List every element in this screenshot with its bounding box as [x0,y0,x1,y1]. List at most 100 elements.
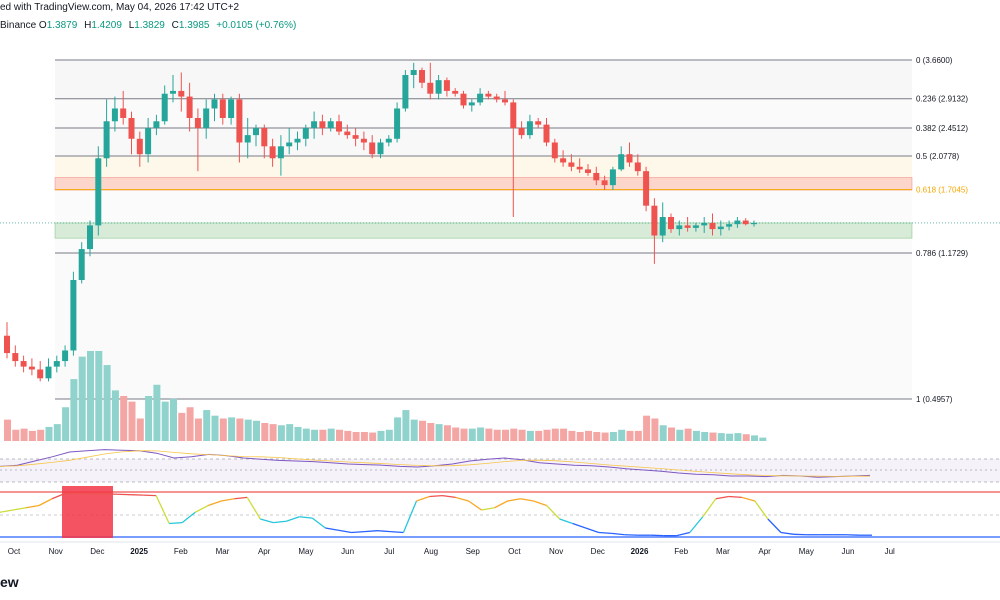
volume-bar [502,430,509,441]
x-axis-tick-label: Dec [591,547,605,556]
candle-body [552,142,558,158]
volume-bar [29,431,36,441]
volume-bar [54,424,61,441]
candle-body [436,80,442,94]
x-axis-tick-label: Nov [49,547,63,556]
volume-bar [46,427,53,441]
fib-label: 0.5 (2.0778) [916,152,959,161]
volume-bar [245,420,252,441]
x-axis-tick-label: Apr [758,547,771,556]
candle-body [444,80,450,91]
volume-bar [510,429,517,441]
volume-bar [519,430,526,441]
stoch-line-segment [677,533,690,536]
x-axis-tick-label: 2025 [130,547,148,556]
volume-bar [70,379,77,441]
volume-bar [153,385,160,441]
stoch-line-segment [377,531,390,532]
volume-bar [643,416,650,441]
candle-body [112,108,118,121]
candle-body [685,225,691,227]
candle-body [311,121,317,128]
candle-body [54,361,60,367]
volume-bar [710,433,717,441]
stoch-line-segment [260,519,273,523]
volume-bar [527,431,534,441]
volume-bar [419,421,426,441]
volume-bar [577,432,584,441]
x-axis-tick-label: 2026 [631,547,649,556]
candle-body [485,94,491,97]
volume-bar [560,429,567,441]
fib-band [55,128,912,156]
volume-bar [37,430,44,441]
stoch-line-segment [456,497,469,501]
volume-bar [4,420,11,441]
volume-bar [336,430,343,441]
volume-bar [228,417,235,441]
candle-body [693,225,699,227]
candle-body [29,367,35,370]
candle-body [187,97,193,118]
candle-body [328,121,334,128]
candle-body [477,94,483,103]
stoch-line-segment [755,501,768,519]
candle-body [710,223,716,229]
volume-bar [129,402,136,441]
candle-body [62,350,68,361]
volume-bar [544,430,551,441]
stoch-line-segment [208,501,221,506]
volume-bar [676,430,683,441]
candle-body [87,225,93,249]
volume-bar [145,396,152,441]
candle-body [70,280,76,350]
candle-body [104,121,110,158]
fib-label: 0.236 (2.9132) [916,95,968,104]
price-chart[interactable]: 0 (3.6600) 0.236 (2.9132) 0.382 (2.4512) 0.… [0,0,1000,570]
candle-body [627,154,633,162]
stoch-line-segment [547,506,560,520]
candle-body [4,336,10,353]
volume-bar [278,425,285,441]
volume-bar [411,420,418,441]
volume-bar [552,429,559,441]
stoch-line-segment [338,530,351,532]
volume-bar [104,365,111,441]
volume-bar [378,431,385,441]
stoch-line-segment [0,510,13,512]
stoch-line-segment [703,499,716,517]
x-axis-tick-label: Aug [424,547,438,556]
candle-body [585,169,591,173]
volume-bar [593,432,600,441]
stoch-line-segment [169,523,182,524]
candle-body [494,97,500,100]
volume-bar [668,428,675,442]
volume-bar [477,428,484,442]
fib-label: 0.786 (1.1729) [916,249,968,258]
candle-body [610,169,616,185]
candle-body [402,75,408,108]
candle-body [618,154,624,169]
stoch-line-segment [521,499,534,501]
volume-bar [427,423,434,441]
volume-bar [402,410,409,441]
volume-bar [751,435,758,441]
volume-bar [95,351,102,441]
candle-body [560,158,566,162]
volume-bar [568,431,575,441]
candle-body [411,70,417,75]
candle-body [635,162,641,171]
stoch-line-segment [234,497,247,498]
volume-bar [311,430,318,441]
fib-label: 0.618 (1.7045) [916,186,968,195]
candle-body [203,108,209,128]
candle-body [21,361,27,367]
stoch-line-segment [39,499,52,506]
stoch-line-segment [742,497,755,501]
volume-bar [734,433,741,441]
candle-body [12,353,18,361]
candle-body [593,173,599,180]
stoch-line-segment [364,531,377,532]
candle-body [452,91,458,94]
volume-bar [394,417,401,441]
